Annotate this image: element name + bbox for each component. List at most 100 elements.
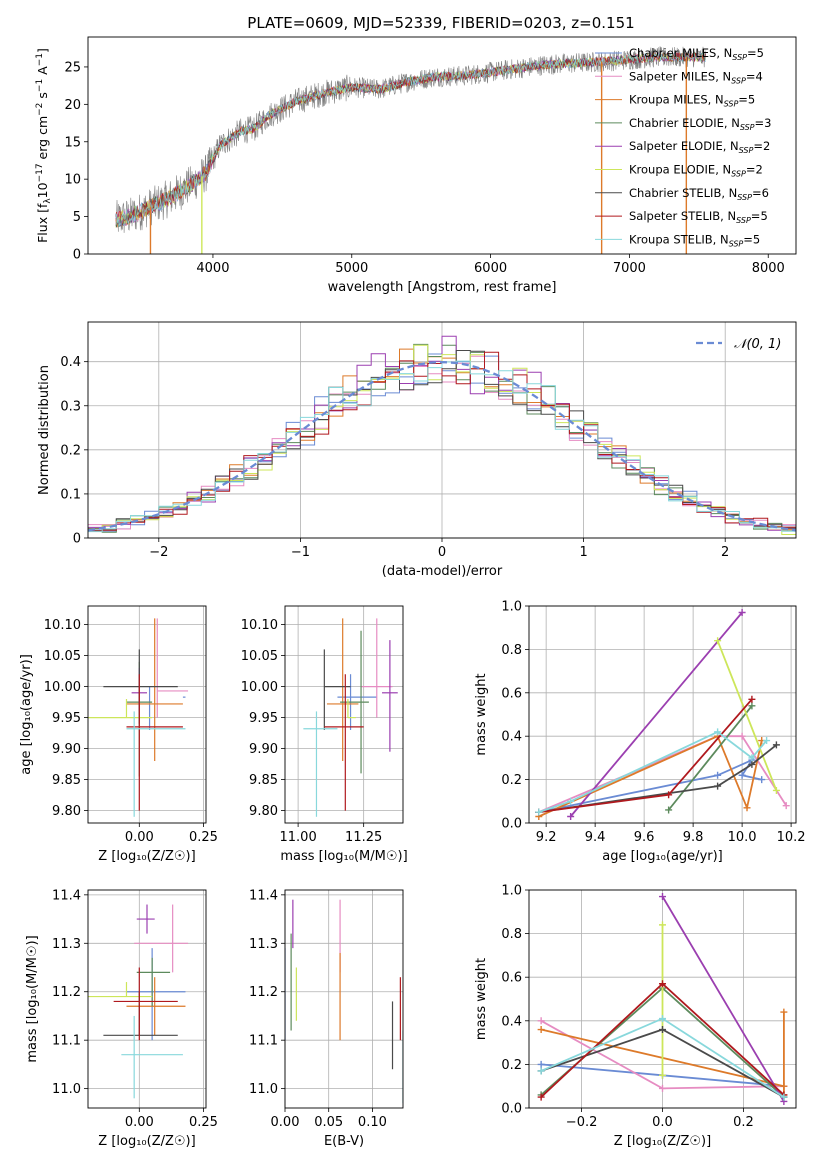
legend-n: N (731, 116, 740, 130)
legend-nssp: 5 (753, 232, 760, 246)
legend-imf: Chabrier (629, 116, 679, 130)
y-tick-label: 0.1 (60, 487, 81, 502)
y-tick-label: 0.4 (501, 730, 522, 745)
y-tick-label: 11.1 (52, 1034, 81, 1049)
legend-entry-1: Salpeter MILES, NSSP=4 (629, 69, 763, 85)
x-axis-label: Z [log₁₀(Z/Z☉)] (98, 849, 195, 864)
y-tick-label: 11.3 (249, 937, 278, 952)
axes-frame (284, 889, 404, 1109)
legend-imf: Kroupa (629, 232, 670, 246)
weight-marker-7 (537, 1093, 545, 1101)
y-tick-label: 10.00 (241, 680, 278, 695)
x-tick-label: 8000 (752, 261, 785, 276)
legend-n-sub: SSP (724, 100, 739, 109)
legend-n-sub: SSP (737, 193, 752, 202)
x-tick-label: 0.25 (189, 830, 218, 845)
legend-imf: Kroupa (629, 163, 670, 177)
weight-marker-1 (659, 1084, 666, 1092)
x-tick-label: 2 (721, 545, 729, 560)
y-tick-label: 0 (73, 248, 81, 263)
x-tick-label: 7000 (613, 261, 646, 276)
x-tick-label: 0.0 (652, 1115, 673, 1130)
y-tick-label: 11.4 (52, 888, 81, 903)
y-label-part-mid: 10 (35, 182, 50, 198)
histogram-step-4 (88, 335, 796, 531)
model-spectrum-line-6 (115, 51, 706, 228)
weight-marker-7 (665, 791, 673, 799)
x-tick-label: 10.0 (728, 830, 757, 845)
legend-sep: , (708, 93, 715, 107)
x-tick-label: 0.00 (125, 830, 154, 845)
y-tick-label: 10.00 (44, 680, 81, 695)
legend-entry-gaussian: 𝒩(0, 1) (734, 337, 781, 352)
legend-lib: STELIB (673, 232, 712, 246)
y-tick-label: 10.05 (44, 649, 81, 664)
y-label-part-sup1: −17 (35, 163, 45, 182)
y-axis-label: Flux [fλ10−17 erg cm−2 s−1 A−1] (35, 48, 53, 243)
weight-marker-1 (738, 732, 746, 740)
y-label-part-pre: Flux [f (35, 203, 50, 243)
x-tick-label: 6000 (474, 261, 507, 276)
x-tick-label: 0.2 (733, 1115, 754, 1130)
legend-sep: , (721, 186, 728, 200)
panel-age-vs-Z: 0.00 0.25 9.80 9.85 9.90 9.95 10.00 10.05 10.10 Z… (19, 605, 218, 864)
plot-area (535, 609, 790, 820)
y-tick-label: 10.10 (241, 618, 278, 633)
legend-imf: Kroupa (629, 93, 670, 107)
weight-marker-8 (659, 1015, 666, 1023)
weight-marker-5 (659, 921, 666, 929)
weight-marker-1 (537, 1017, 545, 1025)
x-axis-label: age [log₁₀(age/yr)] (602, 849, 723, 864)
y-label-part-sup4: −1 (35, 53, 45, 66)
plot-area (285, 899, 403, 1104)
plot-area (115, 45, 706, 254)
legend-lib: MILES (682, 46, 716, 60)
legend-n: N (723, 163, 732, 177)
legend-lib: ELODIE (681, 139, 723, 153)
legend-nssp: 4 (755, 69, 762, 83)
y-tick-label: 11.0 (52, 1082, 81, 1097)
x-tick-label: 11.25 (345, 830, 382, 845)
legend-lib: MILES (681, 69, 715, 83)
x-tick-label: 1 (579, 545, 587, 560)
panel-age-vs-mass: 11.00 11.25 9.80 9.85 9.90 9.95 10.00 10.05 10.1… (241, 605, 408, 864)
weight-marker-8 (535, 808, 543, 816)
legend-eq: = (746, 69, 756, 83)
x-axis-label: wavelength [Angstrom, rest frame] (328, 280, 557, 295)
model-spectrum-line-7 (115, 52, 706, 222)
weight-marker-3 (665, 806, 673, 814)
y-label-part-post4: ] (35, 48, 50, 53)
legend-n: N (723, 69, 732, 83)
panel-spectrum: 4000 5000 6000 7000 80000510152025wavelength… (35, 36, 797, 295)
legend-imf: Chabrier (629, 46, 679, 60)
weight-marker-8 (567, 797, 575, 805)
legend-n-sub: SSP (732, 53, 747, 62)
legend-sep: , (716, 46, 723, 60)
weight-marker-6 (748, 760, 756, 768)
weight-line-7 (538, 698, 753, 813)
y-tick-label: 0.4 (501, 1014, 522, 1029)
y-tick-label: 9.80 (249, 804, 278, 819)
y-tick-label: 1.0 (501, 600, 522, 615)
y-tick-label: 20 (64, 98, 81, 113)
weight-marker-6 (772, 741, 780, 749)
weight-marker-4 (567, 812, 575, 820)
legend-lib: MILES (673, 93, 707, 107)
weight-marker-5 (714, 637, 722, 645)
x-tick-label: −0.2 (566, 1115, 598, 1130)
legend-entry-7: Salpeter STELIB, NSSP=5 (629, 209, 768, 225)
histogram-step-8 (88, 360, 796, 533)
legend-n-sub: SSP (731, 170, 746, 179)
y-tick-label: 9.85 (249, 773, 278, 788)
y-axis-label: Normed distribution (37, 365, 52, 495)
weight-marker-8 (763, 737, 771, 745)
weight-line-4 (661, 896, 785, 1102)
legend-eq: = (738, 93, 748, 107)
y-tick-label: 25 (64, 60, 81, 75)
weight-marker-2 (780, 1082, 788, 1090)
x-tick-label: 0.05 (314, 1115, 343, 1130)
weight-marker-6 (714, 782, 722, 790)
y-tick-label: 9.80 (52, 804, 81, 819)
panel-residuals: −2 −1 0 1 2 0 0.1 0.2 0.3 0.4 (data-model)/error No… (37, 321, 797, 579)
